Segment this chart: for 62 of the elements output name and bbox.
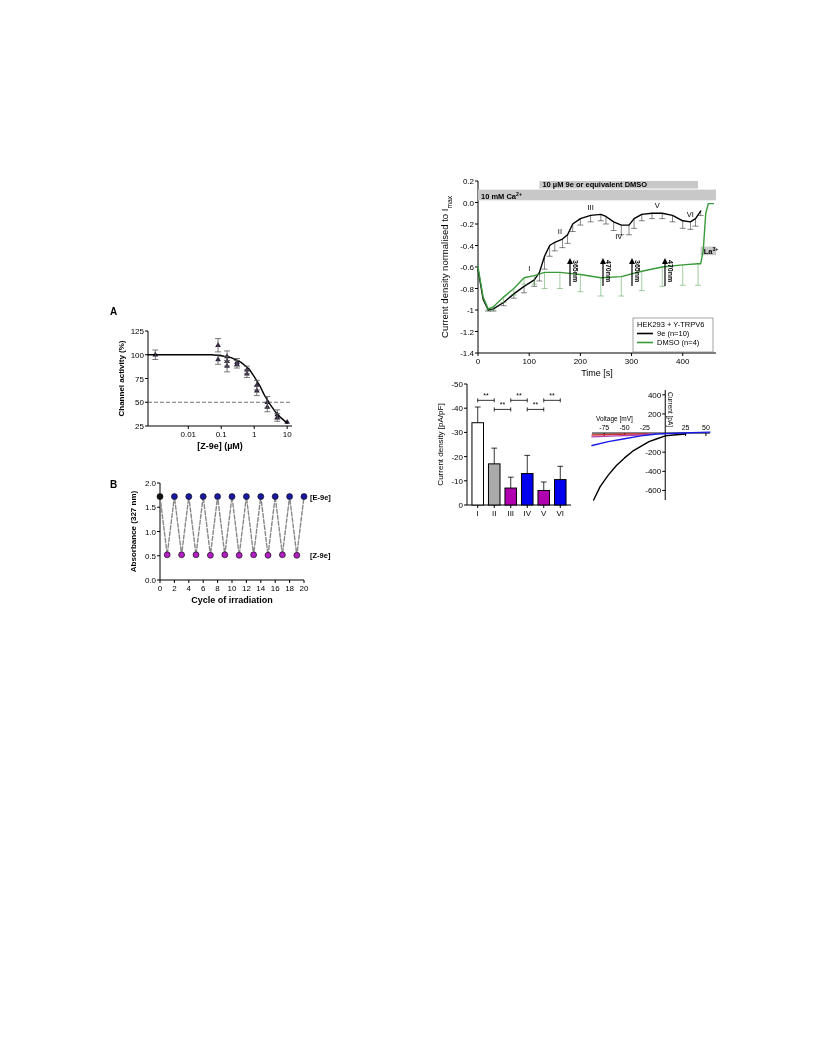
y-tick-label: 125 [130,327,145,336]
y-tick-label: 0.0 [462,198,475,208]
x-tick-label: 4 [186,584,192,593]
x-tick-label: 14 [256,584,266,593]
y-tick-label: 50 [135,398,145,408]
y-axis-title: Absorbance (327 nm) [129,490,138,573]
x-tick-label: 0 [475,357,481,366]
x-tick-label: VI [556,509,565,518]
x-tick-label: 16 [270,584,281,593]
x-tick-label: 0.01 [180,430,197,439]
y-tick-label: -20 [451,452,464,462]
chart-title: A [110,306,118,317]
y-tick-label: -400 [645,467,662,477]
y-tick-label: -1.2 [460,327,475,337]
y-tick-label: -0.4 [460,241,475,251]
x-tick-label: IV [523,509,532,518]
y-tick-label: -0.2 [460,220,475,229]
x-tick-label: 8 [215,584,221,593]
x-tick-label: 100 [522,357,537,366]
x-tick-label: V [541,509,548,518]
x-axis-title: [Z-9e] (µM) [197,441,243,451]
y-tick-label: -50 [451,380,464,389]
x-tick-label: 0 [157,584,163,593]
x-tick-label: 1 [251,430,257,439]
y-tick-label: 200 [647,409,662,419]
y-tick-label: 0.2 [462,177,475,186]
y-tick-label: -0.8 [460,284,475,294]
y-tick-label: 0.0 [144,576,157,585]
y-tick-label: 0.5 [144,551,157,561]
x-tick-label: I [476,509,479,518]
y-tick-label: -10 [451,476,464,486]
x-tick-label: 6 [200,584,206,593]
x-tick-label: II [492,509,497,518]
y-tick-label: -200 [645,448,662,458]
y-tick-label: 75 [135,374,145,384]
x-tick-label: 20 [299,584,309,593]
y-tick-label: -0.6 [460,263,475,272]
x-axis-title: Cycle of irradiation [191,595,273,605]
y-tick-label: -1.4 [460,349,475,358]
x-tick-label: 400 [676,357,690,366]
y-tick-label: 1.5 [144,503,157,513]
y-tick-label: 400 [647,390,662,400]
y-axis-title: Current density [pA/pF] [436,403,445,486]
x-axis-title: Time [s] [581,368,613,378]
y-tick-label: -600 [645,486,662,496]
y-tick-label: -40 [451,404,464,414]
y-tick-label: 0 [458,501,464,510]
chart-title: B [110,479,118,490]
y-tick-label: -30 [451,428,464,438]
x-tick-label: III [507,509,515,518]
x-tick-label: 300 [624,357,639,366]
x-tick-label: 12 [241,584,252,593]
y-axis-title: Channel activity (%) [117,340,126,417]
x-tick-label: 0.1 [215,430,228,439]
x-tick-label: 10 [227,584,237,593]
y-tick-label: 1.0 [144,527,157,537]
y-tick-label: -1 [466,306,475,315]
x-tick-label: 18 [285,584,295,593]
y-tick-label: 2.0 [144,479,157,488]
x-tick-label: 200 [573,357,588,366]
x-tick-label: 10 [282,430,293,439]
x-tick-label: 2 [172,584,178,593]
